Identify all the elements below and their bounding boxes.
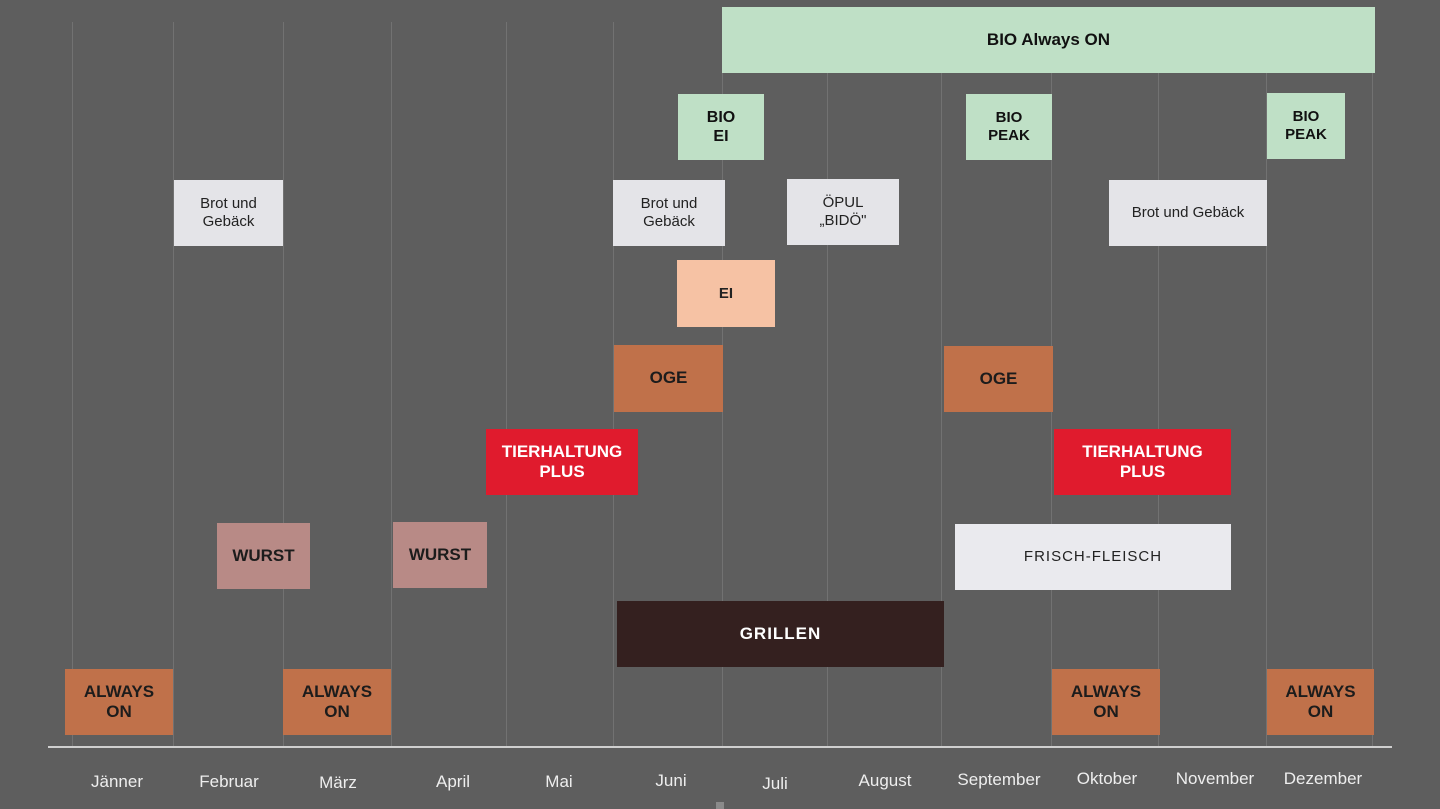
always-on-october-block: ALWAYS ON [1052,669,1160,735]
brot-gebaeck-november-block: Brot und Gebäck [1109,180,1267,246]
bio-always-on-block: BIO Always ON [722,7,1375,73]
month-gridline [283,22,284,746]
month-gridline [1266,22,1267,746]
month-label: August [858,771,912,790]
month-gridline [72,22,73,746]
month-label: Februar [199,772,259,791]
month-label: Juli [762,774,788,793]
month-label: März [319,773,357,792]
month-gridline [613,22,614,746]
month-label: April [435,772,470,791]
month-gridline [1158,22,1159,746]
month-gridline [827,22,828,746]
month-gridline [941,22,942,746]
wurst-february-block: WURST [217,523,310,589]
always-on-december-block: ALWAYS ON [1267,669,1374,735]
month-gridline [506,22,507,746]
frisch-fleisch-block: FRISCH-FLEISCH [955,524,1231,590]
month-label: Mai [545,772,573,791]
grillen-block: GRILLEN [617,601,944,667]
brot-gebaeck-february-block: Brot und Gebäck [174,180,283,246]
month-label: Jänner [91,772,143,791]
tierhaltung-plus-may-block: TIERHALTUNG PLUS [486,429,638,495]
month-label: Dezember [1283,769,1363,788]
always-on-january-block: ALWAYS ON [65,669,173,735]
wurst-april-block: WURST [393,522,487,588]
oge-september-block: OGE [944,346,1053,412]
month-label: September [957,770,1041,789]
tierhaltung-plus-october-block: TIERHALTUNG PLUS [1054,429,1231,495]
month-gridline [173,22,174,746]
ei-block: EI [677,260,775,327]
timeline-baseline [48,746,1392,748]
month-gridline [1372,22,1373,746]
oge-june-block: OGE [614,345,723,412]
month-label: Juni [655,771,687,790]
brot-gebaeck-june-block: Brot und Gebäck [613,180,725,246]
bio-peak-september-block: BIO PEAK [966,94,1052,160]
oepul-bidoe-block: ÖPUL „BIDÖ" [787,179,899,245]
bio-peak-december-block: BIO PEAK [1267,93,1345,159]
slide-indicator [716,802,724,809]
month-label: Oktober [1076,769,1138,788]
always-on-march-block: ALWAYS ON [283,669,391,735]
month-gridline [391,22,392,746]
month-label: November [1175,769,1255,788]
bio-ei-block: BIO EI [678,94,764,160]
